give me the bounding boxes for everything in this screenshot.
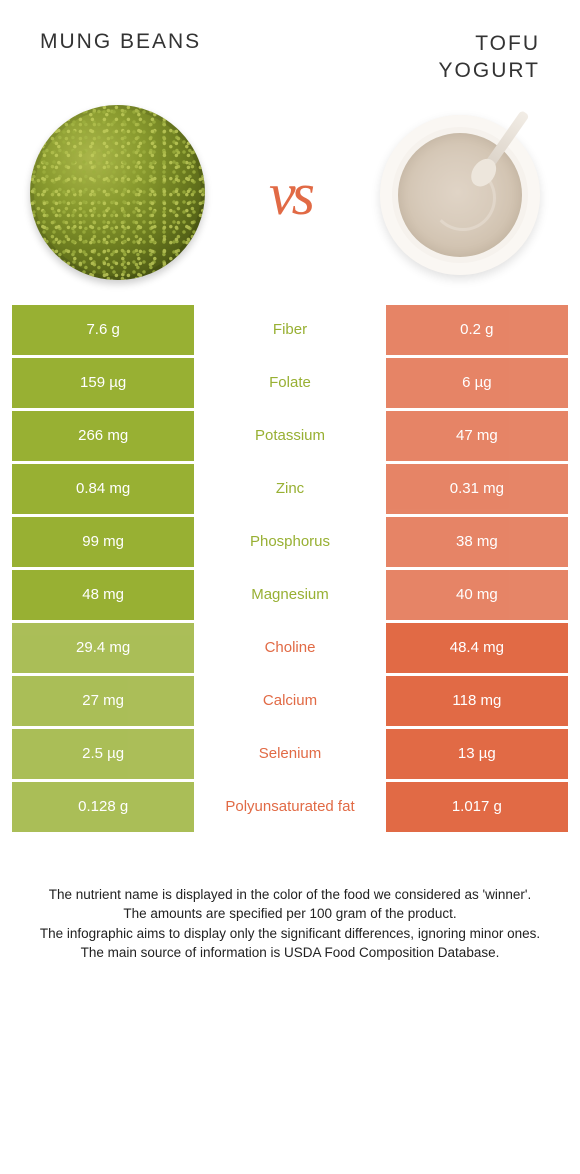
table-row: 2.5 µgSelenium13 µg: [12, 729, 568, 779]
nutrient-label: Selenium: [194, 729, 385, 779]
right-value: 47 mg: [386, 411, 568, 461]
mung-beans-icon: [30, 105, 205, 280]
left-value: 99 mg: [12, 517, 194, 567]
left-value: 48 mg: [12, 570, 194, 620]
nutrient-label: Calcium: [194, 676, 385, 726]
table-row: 29.4 mgCholine48.4 mg: [12, 623, 568, 673]
left-value: 7.6 g: [12, 305, 194, 355]
right-value: 118 mg: [386, 676, 568, 726]
header: MUNG BEANS TOFU YOGURT: [0, 0, 580, 95]
nutrient-label: Folate: [194, 358, 385, 408]
right-value: 1.017 g: [386, 782, 568, 832]
footer-line: The nutrient name is displayed in the co…: [30, 885, 550, 905]
nutrient-label: Choline: [194, 623, 385, 673]
right-value: 0.31 mg: [386, 464, 568, 514]
footer-line: The infographic aims to display only the…: [30, 924, 550, 944]
table-row: 48 mgMagnesium40 mg: [12, 570, 568, 620]
nutrient-comparison-table: 7.6 gFiber0.2 g159 µgFolate6 µg266 mgPot…: [0, 305, 580, 832]
nutrient-label: Polyunsaturated fat: [194, 782, 385, 832]
table-row: 0.128 gPolyunsaturated fat1.017 g: [12, 782, 568, 832]
right-value: 0.2 g: [386, 305, 568, 355]
left-value: 29.4 mg: [12, 623, 194, 673]
left-food-image: [30, 105, 210, 285]
footer-line: The amounts are specified per 100 gram o…: [30, 904, 550, 924]
left-value: 266 mg: [12, 411, 194, 461]
left-value: 0.128 g: [12, 782, 194, 832]
left-value: 2.5 µg: [12, 729, 194, 779]
nutrient-label: Fiber: [194, 305, 385, 355]
left-value: 0.84 mg: [12, 464, 194, 514]
table-row: 27 mgCalcium118 mg: [12, 676, 568, 726]
left-value: 159 µg: [12, 358, 194, 408]
right-value: 38 mg: [386, 517, 568, 567]
vs-label: vs: [269, 160, 311, 229]
right-food-image: [370, 105, 550, 285]
images-row: vs: [0, 95, 580, 305]
tofu-yogurt-icon: [380, 115, 540, 275]
right-value: 6 µg: [386, 358, 568, 408]
right-value: 13 µg: [386, 729, 568, 779]
footer-notes: The nutrient name is displayed in the co…: [0, 835, 580, 963]
left-food-title: MUNG BEANS: [40, 30, 290, 85]
table-row: 0.84 mgZinc0.31 mg: [12, 464, 568, 514]
right-food-title: TOFU YOGURT: [290, 30, 540, 85]
footer-line: The main source of information is USDA F…: [30, 943, 550, 963]
table-row: 7.6 gFiber0.2 g: [12, 305, 568, 355]
nutrient-label: Zinc: [194, 464, 385, 514]
right-value: 48.4 mg: [386, 623, 568, 673]
table-row: 159 µgFolate6 µg: [12, 358, 568, 408]
table-row: 266 mgPotassium47 mg: [12, 411, 568, 461]
nutrient-label: Potassium: [194, 411, 385, 461]
nutrient-label: Phosphorus: [194, 517, 385, 567]
right-value: 40 mg: [386, 570, 568, 620]
table-row: 99 mgPhosphorus38 mg: [12, 517, 568, 567]
left-value: 27 mg: [12, 676, 194, 726]
nutrient-label: Magnesium: [194, 570, 385, 620]
